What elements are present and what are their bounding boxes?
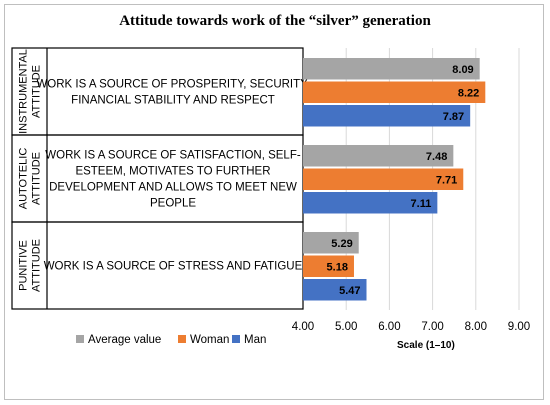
category-label-line: ESTEEM, MOTIVATES TO FURTHER [75,166,270,178]
legend-swatch [76,335,84,343]
category-label-line: WORK IS A SOURCE OF STRESS AND FATIGUE [44,261,303,273]
category-label-line: FINANCIAL STABILITY AND RESPECT [71,95,275,107]
legend-swatch [178,335,186,343]
x-tick-label: 7.00 [421,321,443,333]
data-label: 7.11 [411,198,432,210]
category-label-line: WORK IS A SOURCE OF SATISFACTION, SELF- [45,150,301,162]
data-label: 7.71 [436,174,457,186]
bar [303,105,471,127]
x-tick-label: 9.00 [508,321,530,333]
legend-label: Woman [190,334,229,346]
data-label: 5.29 [331,238,352,250]
x-tick-label: 5.00 [335,321,357,333]
legend-swatch [232,335,240,343]
x-axis-title: Scale (1–10) [397,340,455,351]
bar [303,81,486,103]
data-label: 8.09 [452,64,473,76]
group-label-line: AUTOTELIC [18,148,30,210]
data-label: 8.22 [458,87,479,99]
group-label-line: PUNITIVE [18,240,30,291]
x-axis-ticks: 4.00 5.00 6.00 7.00 8.00 9.00 [292,321,530,333]
group-label-line: ATTITUDE [31,152,43,205]
group-label: AUTOTELICATTITUDE [18,148,43,210]
data-label: 5.47 [339,285,360,297]
group-label-line: INSTRUMENTAL [18,49,30,134]
legend-label: Man [244,334,266,346]
data-label: 5.18 [327,261,348,273]
bars-layer: 8.09 7.48 5.29 8.22 7.71 5.18 7.87 7.11 5.47 [303,58,486,301]
bar [303,58,480,80]
category-cell [11,47,304,136]
data-label: 7.87 [443,111,464,123]
category-label-line: WORK IS A SOURCE OF PROSPERITY, SECURITY… [36,79,309,91]
group-label-line: ATTITUDE [31,239,43,292]
legend: Average value Woman Man [76,334,266,346]
bar [303,192,438,214]
chart-title: Attitude towards work of the “silver” ge… [119,13,431,29]
x-tick-label: 4.00 [292,321,314,333]
bar [303,232,359,254]
group-label: INSTRUMENTALATTITUDE [18,49,43,134]
legend-label: Average value [88,334,161,346]
bar [303,279,367,301]
x-tick-label: 8.00 [465,321,487,333]
group-label-line: ATTITUDE [31,65,43,118]
bar [303,255,354,277]
bar [303,168,464,190]
group-label: PUNITIVEATTITUDE [18,239,43,292]
bar [303,145,454,167]
category-label-line: DEVELOPMENT AND ALLOWS TO MEET NEW [49,182,297,194]
category-label-line: PEOPLE [150,198,196,210]
data-label: 7.48 [426,151,447,163]
x-tick-label: 6.00 [378,321,400,333]
